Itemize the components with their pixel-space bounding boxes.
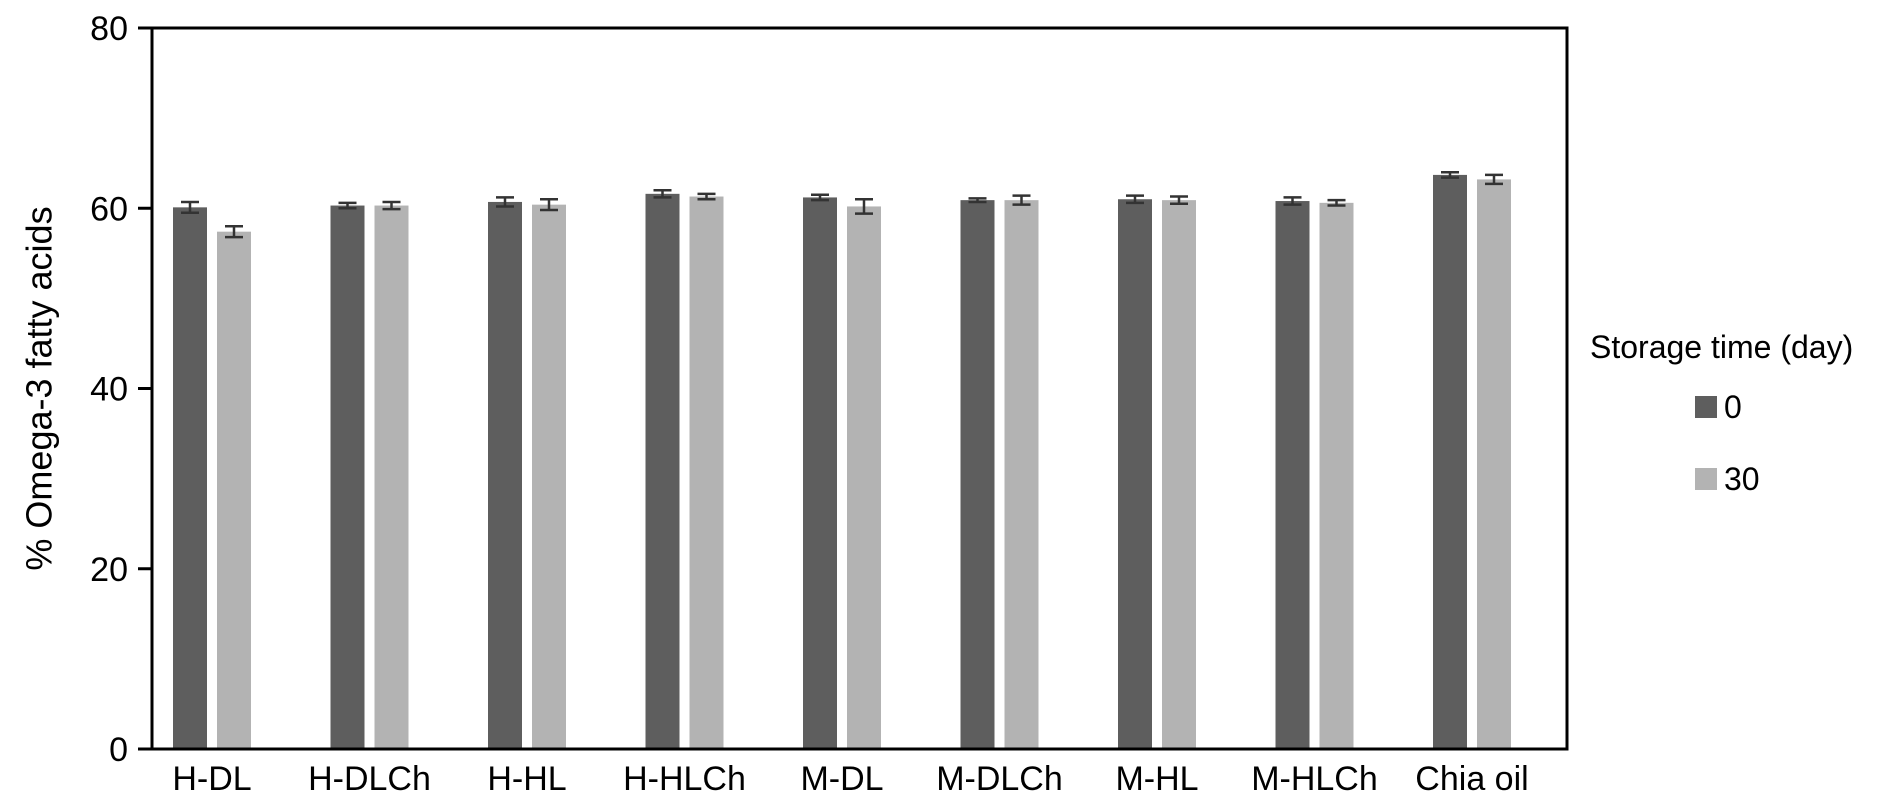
bar-day0 (960, 200, 995, 750)
error-bar (496, 196, 514, 208)
bar-day30 (532, 204, 566, 749)
error-bar (540, 197, 558, 212)
bar-day30 (689, 196, 724, 749)
x-axis: H-DL H-DLCh H-HL H-HLCh M-DL M-DLCh M-HL M-HLCh… (172, 760, 1528, 795)
legend-title: Storage time (day) (1590, 329, 1853, 365)
error-bar (1441, 170, 1459, 179)
bar-day30 (217, 231, 251, 749)
legend-swatch-day0 (1695, 396, 1717, 418)
bar-day0 (1433, 174, 1467, 749)
x-tick-label: H-DL (172, 760, 251, 795)
bar-day0 (645, 193, 680, 749)
y-tick-label: 20 (90, 551, 128, 589)
error-bar (382, 200, 401, 211)
error-bar (1170, 195, 1188, 205)
error-bar (811, 193, 829, 202)
error-bar (1283, 196, 1302, 206)
error-bar (855, 197, 873, 215)
error-bar (968, 197, 987, 204)
bar-day30 (1319, 202, 1354, 749)
x-tick-label: H-HLCh (623, 760, 746, 795)
error-bar (1012, 194, 1031, 206)
bar-day0 (1275, 201, 1310, 750)
x-tick-label: M-HL (1115, 760, 1198, 795)
bar-day0 (330, 205, 365, 749)
legend-label-day30: 30 (1724, 461, 1760, 497)
bar-day30 (374, 205, 409, 749)
x-tick-label: H-DLCh (308, 760, 431, 795)
legend-swatch-day30 (1695, 468, 1717, 490)
y-tick-label: 80 (90, 10, 128, 48)
x-tick-label: M-DL (800, 760, 883, 795)
x-tick-label: M-DLCh (936, 760, 1063, 795)
error-bar (1126, 194, 1144, 205)
error-bar (697, 192, 716, 201)
error-bar (653, 188, 672, 199)
x-tick-label: Chia oil (1415, 760, 1528, 795)
bar-day0 (1118, 199, 1152, 750)
error-bar (225, 225, 243, 239)
bar-day30 (847, 206, 881, 749)
y-axis-title: % Omega-3 fatty acids (19, 206, 60, 570)
bars-group (173, 170, 1511, 750)
bar-day30 (1004, 200, 1039, 750)
x-tick-label: H-HL (487, 760, 566, 795)
error-bar (338, 201, 357, 210)
bar-day30 (1162, 200, 1196, 750)
y-axis: 0 20 40 60 80 (90, 10, 152, 769)
plot-frame (150, 26, 1569, 751)
bar-day0 (488, 201, 522, 749)
y-tick-label: 40 (90, 371, 128, 409)
legend-label-day0: 0 (1724, 389, 1742, 425)
y-tick-label: 0 (109, 731, 128, 769)
x-tick-label: M-HLCh (1251, 760, 1378, 795)
y-tick-label: 60 (90, 190, 128, 228)
bar-day0 (803, 197, 837, 749)
legend: Storage time (day) 0 30 (1590, 329, 1853, 497)
bar-day30 (1477, 179, 1511, 749)
bar-day0 (173, 207, 207, 749)
error-bar (181, 200, 199, 215)
error-bar (1327, 198, 1346, 207)
error-bar (1485, 173, 1503, 186)
